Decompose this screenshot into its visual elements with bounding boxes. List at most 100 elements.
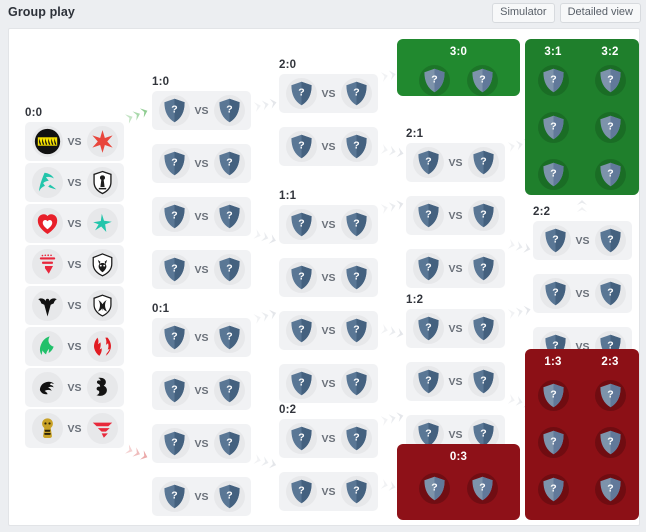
match-0-0-6[interactable]: VS xyxy=(25,327,124,366)
match-1-0-2[interactable]: ? VS ? xyxy=(152,144,251,183)
match-1-0-4-right-slot[interactable]: ? xyxy=(213,254,245,285)
panel-3-2-slot-3[interactable]: ? xyxy=(594,159,626,190)
match-1-0-4[interactable]: ? VS ? xyxy=(152,250,251,289)
simulator-button[interactable]: Simulator xyxy=(492,3,555,23)
match-0-0-8-left-team-spirit[interactable] xyxy=(31,413,63,444)
panel-1-3-slot-3[interactable]: ? xyxy=(537,474,569,505)
match-1-1-2[interactable]: ? VS ? xyxy=(279,258,378,297)
match-0-0-7[interactable]: VS xyxy=(25,368,124,407)
panel-3-2-slot-2[interactable]: ? xyxy=(594,112,626,143)
match-2-1-1-right-slot[interactable]: ? xyxy=(467,147,499,178)
panel-3-1-slot-3[interactable]: ? xyxy=(537,159,569,190)
match-0-2-1[interactable]: ? VS ? xyxy=(279,419,378,458)
match-2-2-2[interactable]: ? VS ? xyxy=(533,274,632,313)
match-0-2-2[interactable]: ? VS ? xyxy=(279,472,378,511)
match-2-1-3-left-slot[interactable]: ? xyxy=(412,253,444,284)
match-0-1-1[interactable]: ? VS ? xyxy=(152,318,251,357)
match-0-1-4-left-slot[interactable]: ? xyxy=(158,481,190,512)
panel-2-3-slot-1[interactable]: ? xyxy=(594,380,626,411)
match-0-0-1-left-team-natus-vincere[interactable] xyxy=(31,126,63,157)
match-0-0-2-left-team-aurora[interactable] xyxy=(31,167,63,198)
match-0-1-4[interactable]: ? VS ? xyxy=(152,477,251,516)
match-1-2-1[interactable]: ? VS ? xyxy=(406,309,505,348)
match-1-0-1-right-slot[interactable]: ? xyxy=(213,95,245,126)
match-0-0-7-right-team-big[interactable] xyxy=(86,372,118,403)
match-1-0-3-right-slot[interactable]: ? xyxy=(213,201,245,232)
match-1-1-2-right-slot[interactable]: ? xyxy=(340,262,372,293)
panel-2-3-slot-3[interactable]: ? xyxy=(594,474,626,505)
match-1-0-2-left-slot[interactable]: ? xyxy=(158,148,190,179)
match-0-0-6-right-team-virtus-pro[interactable] xyxy=(86,331,118,362)
match-0-1-3-left-slot[interactable]: ? xyxy=(158,428,190,459)
match-1-0-3-left-slot[interactable]: ? xyxy=(158,201,190,232)
match-1-1-3-right-slot[interactable]: ? xyxy=(340,315,372,346)
match-2-1-3[interactable]: ? VS ? xyxy=(406,249,505,288)
match-1-2-1-right-slot[interactable]: ? xyxy=(467,313,499,344)
panel-2-3-slot-2[interactable]: ? xyxy=(594,427,626,458)
match-0-1-3[interactable]: ? VS ? xyxy=(152,424,251,463)
match-2-2-1-right-slot[interactable]: ? xyxy=(594,225,626,256)
match-2-2-1-left-slot[interactable]: ? xyxy=(539,225,571,256)
match-2-1-2-right-slot[interactable]: ? xyxy=(467,200,499,231)
match-0-0-8[interactable]: VS xyxy=(25,409,124,448)
match-1-1-1[interactable]: ? VS ? xyxy=(279,205,378,244)
match-0-1-1-left-slot[interactable]: ? xyxy=(158,322,190,353)
match-0-1-2[interactable]: ? VS ? xyxy=(152,371,251,410)
match-2-1-1-left-slot[interactable]: ? xyxy=(412,147,444,178)
match-0-2-1-left-slot[interactable]: ? xyxy=(285,423,317,454)
detailed-view-button[interactable]: Detailed view xyxy=(559,3,641,23)
match-0-1-1-right-slot[interactable]: ? xyxy=(213,322,245,353)
match-2-1-1[interactable]: ? VS ? xyxy=(406,143,505,182)
match-1-1-1-right-slot[interactable]: ? xyxy=(340,209,372,240)
match-0-1-2-left-slot[interactable]: ? xyxy=(158,375,190,406)
panel-3-0-slot-1[interactable]: ? xyxy=(419,65,450,96)
panel-3-0-slot-2[interactable]: ? xyxy=(467,65,498,96)
match-1-2-2-left-slot[interactable]: ? xyxy=(412,366,444,397)
match-0-0-5[interactable]: VS xyxy=(25,286,124,325)
match-1-1-3[interactable]: ? VS ? xyxy=(279,311,378,350)
match-0-0-7-left-team-furia[interactable] xyxy=(31,372,63,403)
match-1-1-4[interactable]: ? VS ? xyxy=(279,364,378,403)
match-1-0-3[interactable]: ? VS ? xyxy=(152,197,251,236)
match-2-1-3-right-slot[interactable]: ? xyxy=(467,253,499,284)
match-1-1-2-left-slot[interactable]: ? xyxy=(285,262,317,293)
match-2-0-2[interactable]: ? VS ? xyxy=(279,127,378,166)
match-2-2-2-left-slot[interactable]: ? xyxy=(539,278,571,309)
match-0-0-1-right-team-astralis[interactable] xyxy=(86,126,118,157)
match-1-2-2-right-slot[interactable]: ? xyxy=(467,366,499,397)
match-1-2-2[interactable]: ? VS ? xyxy=(406,362,505,401)
match-2-0-1-left-slot[interactable]: ? xyxy=(285,78,317,109)
match-2-1-2-left-slot[interactable]: ? xyxy=(412,200,444,231)
match-0-0-6-left-team-mouz[interactable] xyxy=(31,331,63,362)
match-1-2-1-left-slot[interactable]: ? xyxy=(412,313,444,344)
match-2-2-1[interactable]: ? VS ? xyxy=(533,221,632,260)
match-1-0-4-left-slot[interactable]: ? xyxy=(158,254,190,285)
match-0-0-2[interactable]: VS xyxy=(25,163,124,202)
match-2-2-2-right-slot[interactable]: ? xyxy=(594,278,626,309)
match-1-0-2-right-slot[interactable]: ? xyxy=(213,148,245,179)
match-1-1-4-right-slot[interactable]: ? xyxy=(340,368,372,399)
match-0-0-5-right-team-g2[interactable] xyxy=(86,290,118,321)
panel-3-1-slot-2[interactable]: ? xyxy=(537,112,569,143)
panel-3-1-slot-1[interactable]: ? xyxy=(537,65,569,96)
match-0-0-3-right-team-liquid[interactable] xyxy=(86,208,118,239)
match-0-0-5-left-team-vitality[interactable] xyxy=(31,290,63,321)
panel-3-2-slot-1[interactable]: ? xyxy=(594,65,626,96)
match-2-0-2-left-slot[interactable]: ? xyxy=(285,131,317,162)
match-0-0-3-left-team-heroic[interactable] xyxy=(31,208,63,239)
panel-0-3-slot-1[interactable]: ? xyxy=(419,473,450,504)
match-0-2-1-right-slot[interactable]: ? xyxy=(340,423,372,454)
match-1-0-1[interactable]: ? VS ? xyxy=(152,91,251,130)
match-0-0-8-right-team-paiN[interactable] xyxy=(86,413,118,444)
match-1-1-3-left-slot[interactable]: ? xyxy=(285,315,317,346)
match-0-1-2-right-slot[interactable]: ? xyxy=(213,375,245,406)
match-0-0-4-left-team-faze[interactable] xyxy=(31,249,63,280)
match-2-0-2-right-slot[interactable]: ? xyxy=(340,131,372,162)
panel-1-3-slot-2[interactable]: ? xyxy=(537,427,569,458)
panel-0-3-slot-2[interactable]: ? xyxy=(467,473,498,504)
match-2-0-1[interactable]: ? VS ? xyxy=(279,74,378,113)
match-0-0-1[interactable]: VS xyxy=(25,122,124,161)
match-0-2-2-left-slot[interactable]: ? xyxy=(285,476,317,507)
match-1-1-1-left-slot[interactable]: ? xyxy=(285,209,317,240)
match-1-1-4-left-slot[interactable]: ? xyxy=(285,368,317,399)
